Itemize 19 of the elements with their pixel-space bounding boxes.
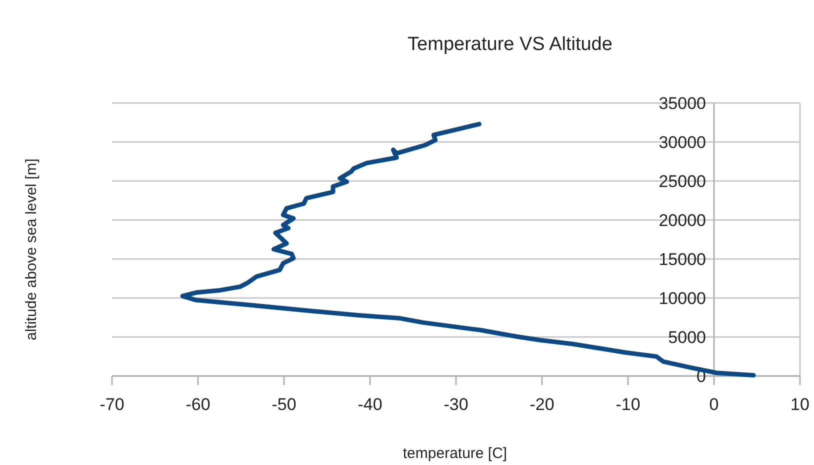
x-tick-label: 0 <box>709 395 719 414</box>
x-tick-label: 10 <box>790 395 810 414</box>
y-tick-label: 35000 <box>658 94 706 113</box>
x-tick-label: -40 <box>358 395 382 414</box>
x-tick-label: -50 <box>272 395 296 414</box>
x-axis-title: temperature [C] <box>402 445 508 462</box>
y-tick-label: 25000 <box>658 172 706 191</box>
y-tick-label: 5000 <box>668 328 706 347</box>
x-tick-label: -30 <box>444 395 468 414</box>
x-tick-label: -70 <box>100 395 124 414</box>
x-tick-label: -20 <box>530 395 554 414</box>
y-tick-label: 10000 <box>658 288 706 308</box>
x-tick-label: -10 <box>616 395 640 414</box>
y-tick-label: 15000 <box>658 250 706 269</box>
chart-title: Temperature VS Altitude <box>408 34 612 55</box>
x-tick-label: -60 <box>186 395 210 414</box>
y-tick-label: 30000 <box>658 132 706 152</box>
y-tick-label: 20000 <box>658 210 706 230</box>
y-axis-title: altitude above sea level [m] <box>23 158 40 340</box>
